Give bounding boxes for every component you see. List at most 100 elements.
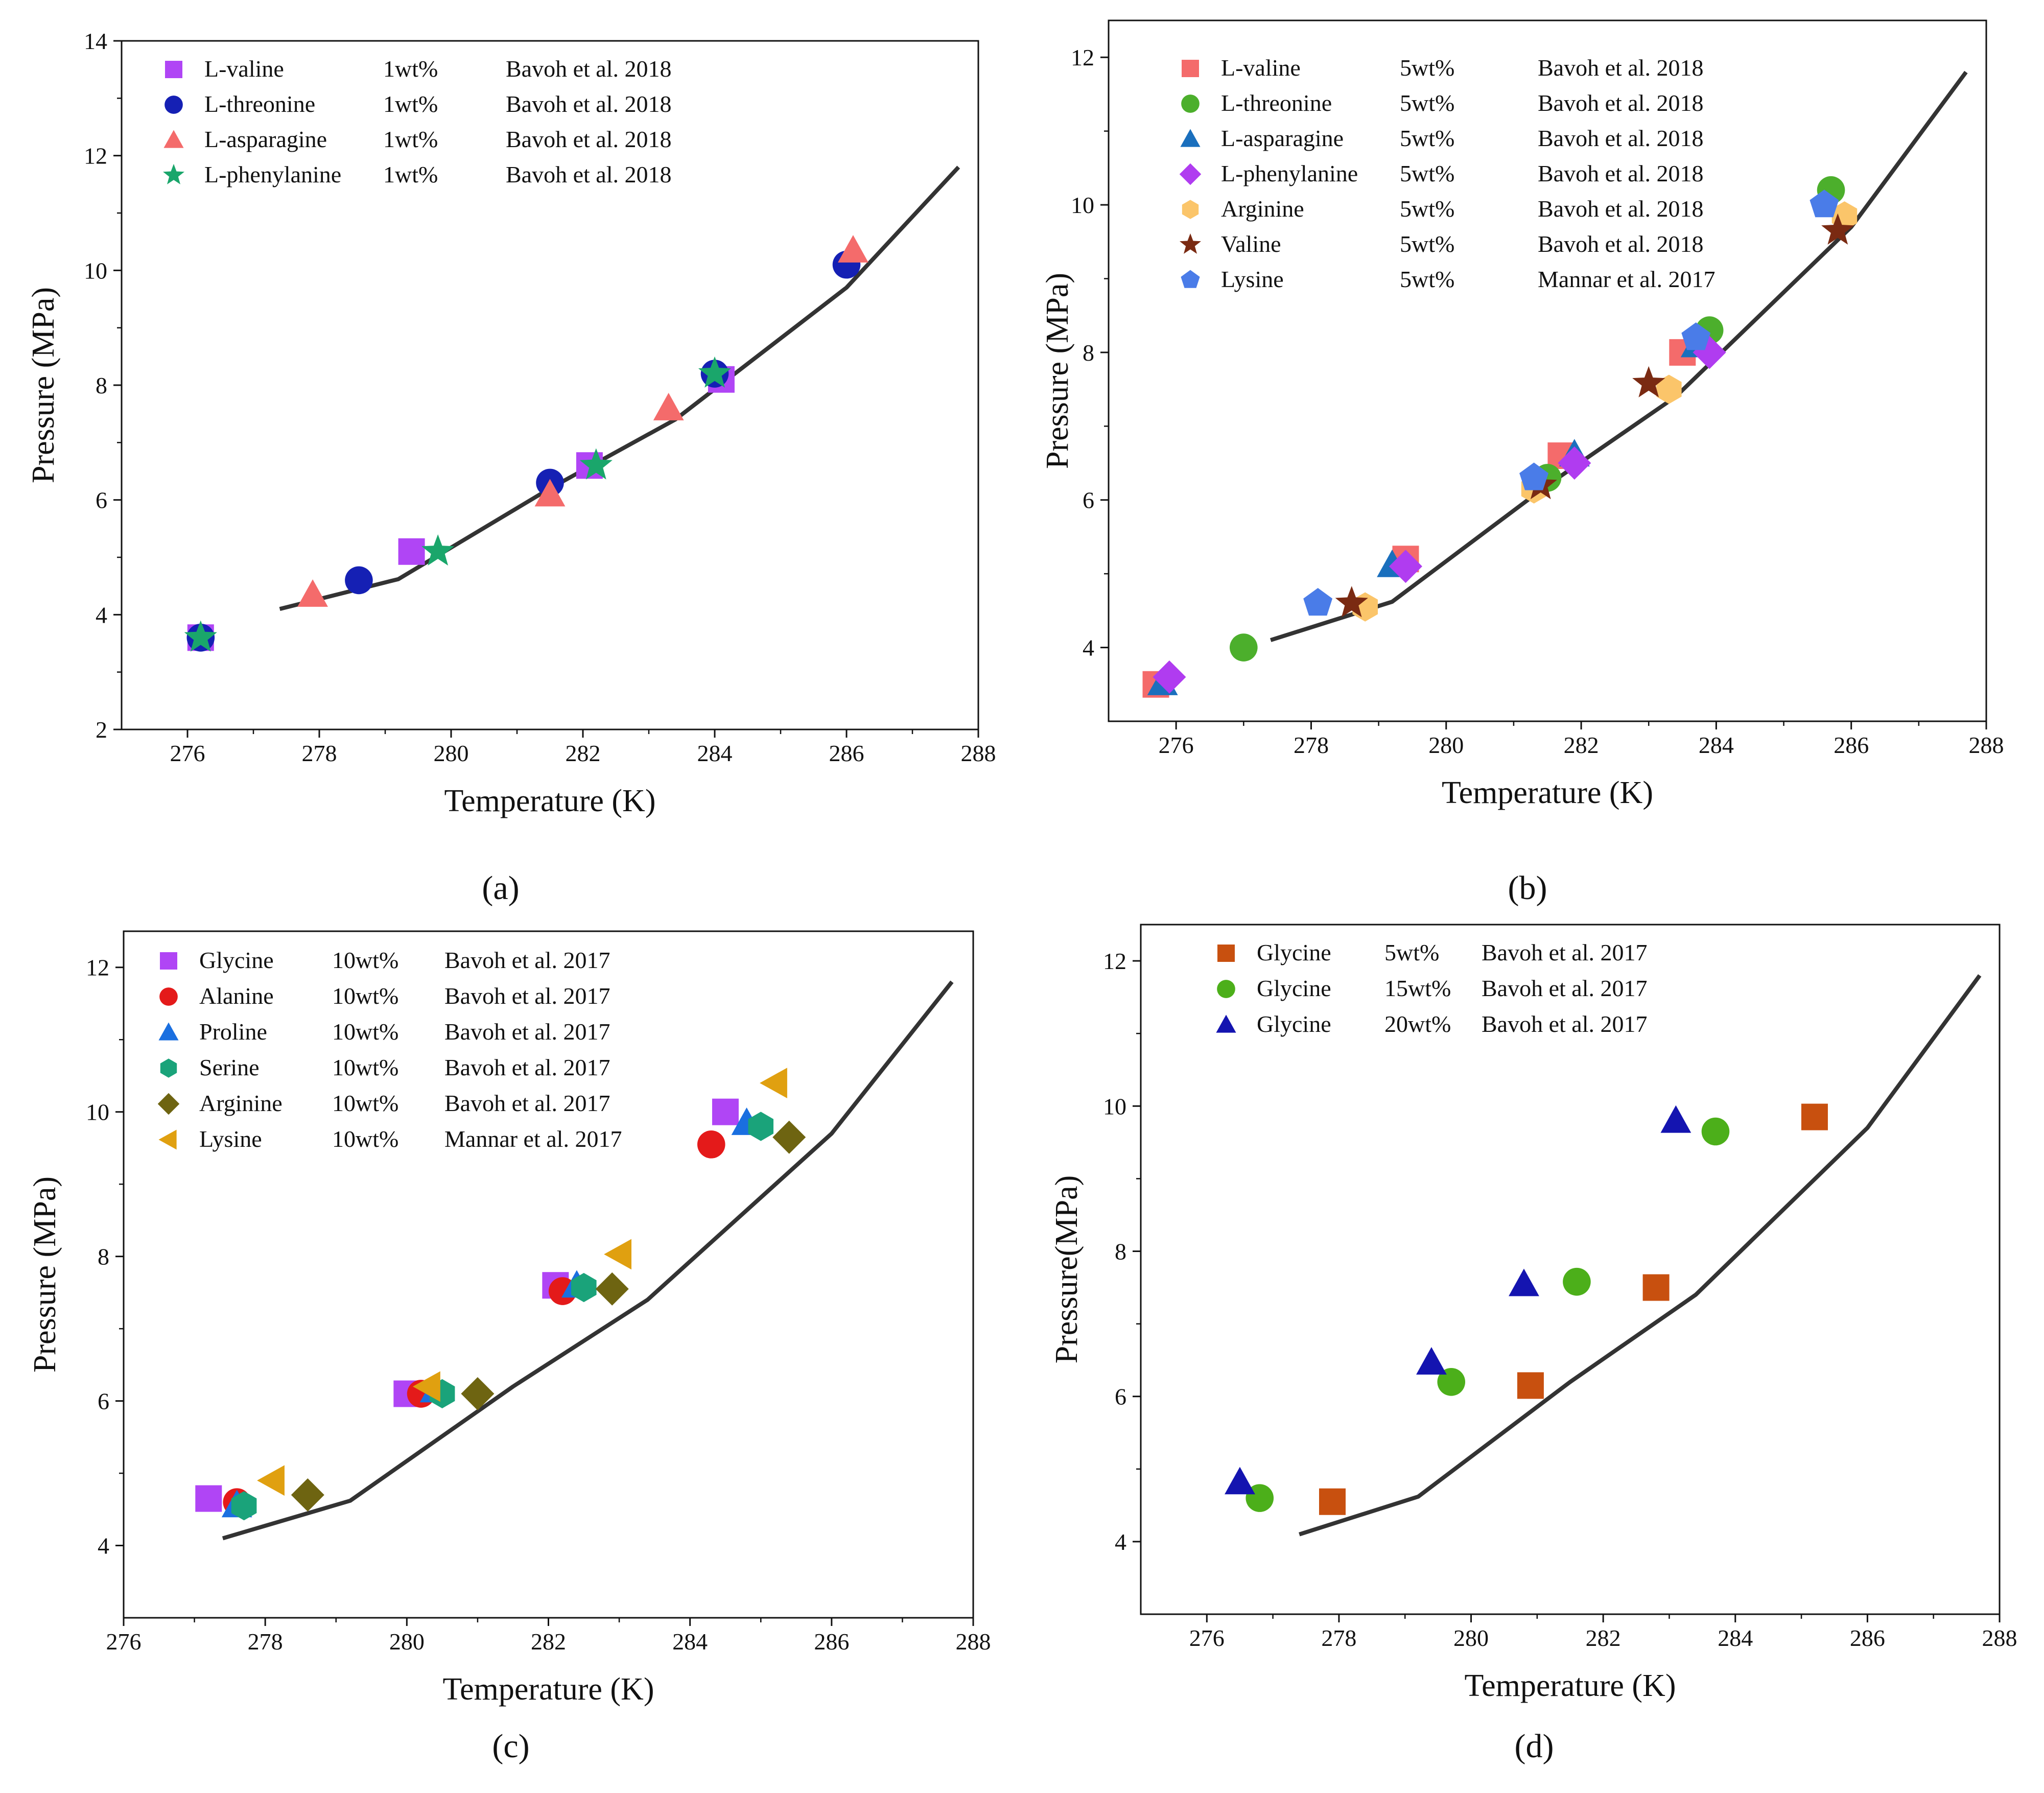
data-point <box>571 1272 597 1303</box>
legend-name: L-asparagine <box>1221 125 1344 151</box>
x-tick-label: 284 <box>697 740 733 766</box>
legend-ref: Bavoh et al. 2017 <box>444 1054 610 1080</box>
y-tick-label: 6 <box>98 1388 109 1414</box>
data-point <box>345 566 373 595</box>
x-tick-label: 282 <box>1564 732 1599 758</box>
x-tick-label: 276 <box>1189 1625 1225 1651</box>
legend-name: L-threonine <box>1221 90 1332 116</box>
y-tick-label: 12 <box>84 143 107 169</box>
legend-conc: 5wt% <box>1400 55 1454 81</box>
data-point <box>291 1478 324 1512</box>
legend-marker <box>165 96 183 114</box>
data-point <box>760 1068 787 1098</box>
x-tick-label: 278 <box>248 1629 283 1655</box>
x-tick-label: 278 <box>1321 1625 1356 1651</box>
plot-frame <box>1108 19 1987 722</box>
y-tick-label: 2 <box>96 717 107 743</box>
y-tick-label: 6 <box>1115 1384 1126 1410</box>
chart-panel-4: 276 278 280 282 284 286 288 4 6 8 10 12 Temperature … <box>1049 924 2017 1765</box>
legend-marker <box>1181 270 1200 288</box>
legend-conc: 1wt% <box>383 91 438 117</box>
legend-conc: 5wt% <box>1384 939 1439 965</box>
legend-name: Arginine <box>1221 196 1304 222</box>
x-tick-label: 278 <box>302 740 337 766</box>
x-axis-title: Temperature (K) <box>444 784 656 818</box>
legend-marker <box>165 61 182 78</box>
data-point <box>1303 588 1333 616</box>
legend-marker <box>1180 233 1201 254</box>
data-point <box>1225 1467 1255 1495</box>
data-point <box>257 1465 285 1496</box>
data-point <box>398 538 425 565</box>
y-tick-label: 4 <box>96 602 107 628</box>
x-tick-label: 276 <box>170 740 205 766</box>
data-point <box>579 448 613 480</box>
legend-marker <box>157 1093 180 1115</box>
y-tick-label: 6 <box>1083 487 1094 513</box>
legend-conc: 10wt% <box>332 947 398 973</box>
y-axis-title: Pressure (MPa) <box>26 287 61 483</box>
legend-ref: Bavoh et al. 2018 <box>506 91 672 117</box>
y-axis-title: Pressure (MPa) <box>1040 273 1075 469</box>
y-tick-label: 12 <box>1103 948 1126 974</box>
legend-name: Glycine <box>1257 1011 1331 1037</box>
legend-name: L-valine <box>1221 55 1301 81</box>
legend-name: L-valine <box>204 56 284 82</box>
legend-ref: Mannar et al. 2017 <box>1538 266 1715 292</box>
data-point <box>1437 1367 1466 1396</box>
x-tick-label: 278 <box>1294 732 1329 758</box>
data-point <box>1416 1347 1447 1375</box>
x-tick-label: 282 <box>531 1629 566 1655</box>
x-tick-label: 286 <box>1834 732 1869 758</box>
data-point <box>1632 366 1665 397</box>
legend-ref: Bavoh et al. 2018 <box>1538 90 1704 116</box>
legend-marker <box>160 952 177 970</box>
legend-name: Valine <box>1221 231 1281 257</box>
legend-conc: 5wt% <box>1400 231 1454 257</box>
y-tick-label: 12 <box>86 955 109 981</box>
data-point <box>1517 1372 1544 1399</box>
y-tick-label: 10 <box>86 1099 109 1125</box>
x-tick-label: 286 <box>829 740 864 766</box>
legend-name: Lysine <box>1221 266 1284 292</box>
x-axis-title: Temperature (K) <box>1442 775 1653 810</box>
x-axis-title: Temperature (K) <box>1465 1668 1676 1703</box>
legend-ref: Bavoh et al. 2017 <box>1482 939 1648 965</box>
y-tick-label: 4 <box>1083 635 1094 661</box>
legend-ref: Bavoh et al. 2018 <box>506 161 672 187</box>
x-tick-label: 280 <box>1453 1625 1489 1651</box>
data-point <box>534 479 566 507</box>
legend-marker <box>163 163 184 184</box>
y-tick-label: 6 <box>96 487 107 513</box>
legend-marker <box>158 1022 179 1041</box>
data-point <box>604 1239 632 1270</box>
legend-conc: 5wt% <box>1400 196 1454 222</box>
data-point <box>1563 1267 1591 1296</box>
data-point <box>1558 446 1591 480</box>
chart-panel-2: 276 278 280 282 284 286 288 4 6 8 10 12 Temperature … <box>1040 19 2004 907</box>
data-point <box>1701 1117 1730 1146</box>
y-axis-title: Pressure (MPa) <box>28 1176 62 1373</box>
y-tick-label: 10 <box>84 257 107 284</box>
legend-name: L-phenylanine <box>204 161 341 187</box>
data-point <box>838 235 868 263</box>
y-tick-label: 14 <box>84 28 107 54</box>
legend-conc: 10wt% <box>332 1054 398 1080</box>
legend-marker <box>1182 200 1199 219</box>
legend-name: Proline <box>199 1019 267 1045</box>
data-point <box>1656 374 1682 404</box>
y-tick-label: 12 <box>1071 44 1094 70</box>
legend-name: L-phenylanine <box>1221 160 1358 186</box>
legend-marker <box>1182 60 1199 77</box>
data-point <box>1153 660 1186 694</box>
legend-ref: Bavoh et al. 2017 <box>444 1019 610 1045</box>
legend-ref: Bavoh et al. 2017 <box>444 947 610 973</box>
data-point <box>595 1272 629 1306</box>
legend-conc: 1wt% <box>383 126 438 152</box>
legend-conc: 20wt% <box>1384 1011 1451 1037</box>
y-axis-title: Pressure(MPa) <box>1049 1175 1084 1364</box>
y-tick-label: 8 <box>98 1244 109 1270</box>
legend-conc: 15wt% <box>1384 975 1451 1001</box>
legend-marker <box>159 987 178 1006</box>
